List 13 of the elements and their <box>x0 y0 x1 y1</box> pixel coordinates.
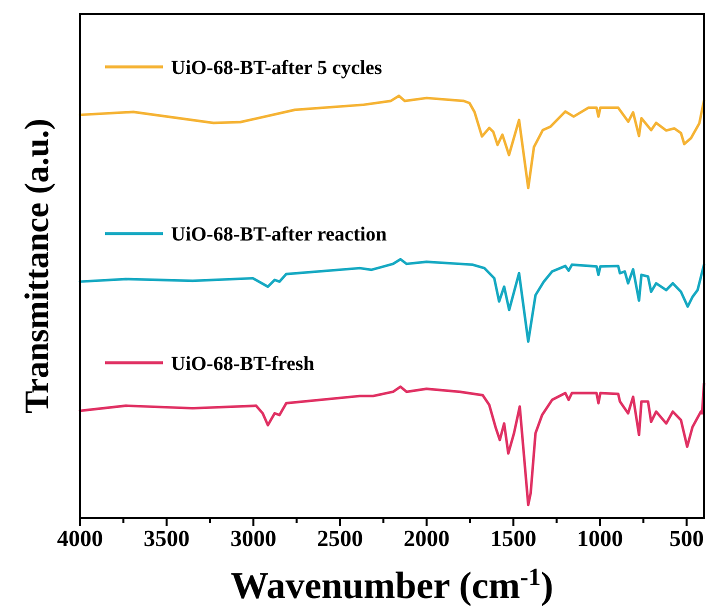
x-tick-label: 4000 <box>57 526 103 551</box>
legend-label: UiO-68-BT-after reaction <box>171 224 387 246</box>
y-axis-title: Transmittance (a.u.) <box>19 118 56 414</box>
x-tick-label: 3000 <box>230 526 276 551</box>
legend-label: UiO-68-BT-after 5 cycles <box>171 56 382 79</box>
x-tick-label: 2000 <box>404 526 450 551</box>
x-tick-label: 500 <box>669 526 704 551</box>
x-tick-label: 1500 <box>490 526 536 551</box>
x-tick-label: 1000 <box>577 526 623 551</box>
x-tick-label: 2500 <box>317 526 363 551</box>
legend-label: UiO-68-BT-fresh <box>171 352 314 375</box>
x-tick-label: 3500 <box>144 526 190 551</box>
x-axis-title: Wavenumber (cm$^{-1}$) <box>230 564 554 607</box>
